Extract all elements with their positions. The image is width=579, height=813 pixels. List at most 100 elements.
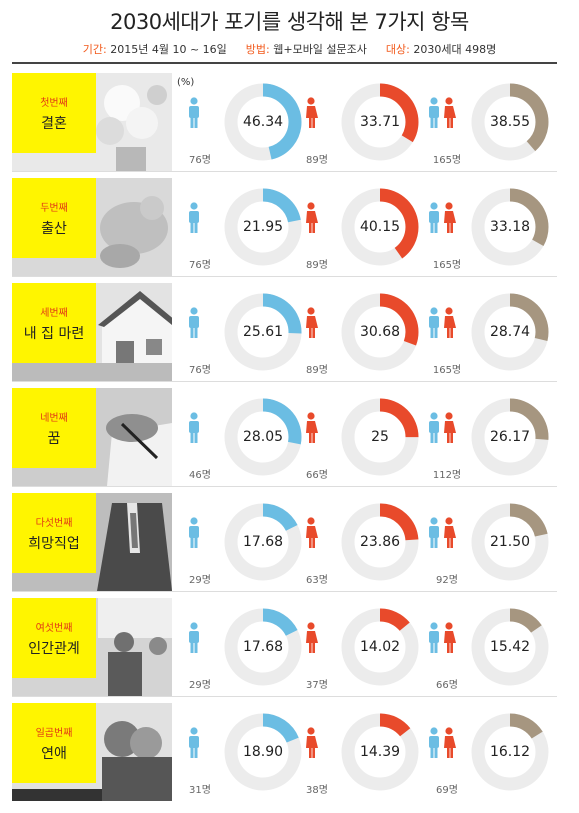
couple-icon bbox=[429, 517, 456, 548]
female-value: 23.86 bbox=[359, 534, 401, 550]
row-divider bbox=[12, 486, 557, 487]
female-person-icon bbox=[306, 412, 318, 443]
donut-chart bbox=[224, 398, 302, 476]
donut-chart bbox=[471, 398, 549, 476]
all-count: 165명 bbox=[432, 365, 462, 376]
all-value: 21.50 bbox=[489, 534, 531, 550]
category-tag: 여섯번째 인간관계 bbox=[12, 598, 96, 678]
target-label: 대상: bbox=[385, 43, 410, 56]
row-divider bbox=[12, 171, 557, 172]
all-count: 112명 bbox=[432, 470, 462, 481]
female-person-icon bbox=[306, 727, 318, 758]
category-tag: 두번째 출산 bbox=[12, 178, 96, 258]
all-icon-wrap bbox=[427, 622, 457, 658]
female-group: 38명 14.39 bbox=[295, 703, 421, 801]
donut-arc bbox=[341, 83, 419, 161]
period-label: 기간: bbox=[82, 43, 107, 56]
female-person-icon bbox=[306, 307, 318, 338]
female-icon-wrap bbox=[303, 307, 319, 343]
all-value: 26.17 bbox=[489, 429, 531, 445]
survey-info: 기간: 2015년 4월 10 ~ 16일 방법: 웹+모바일 설문조사 대상:… bbox=[0, 41, 579, 57]
male-icon-wrap bbox=[186, 307, 202, 343]
all-icon-wrap bbox=[427, 412, 457, 448]
donut-chart bbox=[224, 608, 302, 686]
all-value: 38.55 bbox=[489, 114, 531, 130]
all-icon-wrap bbox=[427, 97, 457, 133]
donut-chart bbox=[224, 83, 302, 161]
all-value: 16.12 bbox=[489, 744, 531, 760]
female-count: 66명 bbox=[306, 470, 328, 481]
male-group: 76명 25.61 bbox=[178, 283, 304, 381]
couple-icon bbox=[429, 307, 456, 338]
donut-arc bbox=[471, 608, 549, 686]
category-order: 두번째 bbox=[40, 202, 68, 214]
male-icon-wrap bbox=[186, 202, 202, 238]
category-name: 결혼 bbox=[41, 115, 67, 132]
female-count: 89명 bbox=[306, 155, 328, 166]
female-group: 89명 40.15 bbox=[295, 178, 421, 276]
all-count: 92명 bbox=[436, 575, 458, 586]
male-person-icon bbox=[189, 622, 199, 653]
chart-row: 네번째 꿈 46명 28.05 66명 25 112명 26.17 bbox=[12, 388, 557, 486]
male-icon-wrap bbox=[186, 517, 202, 553]
female-group: 89명 30.68 bbox=[295, 283, 421, 381]
category-order: 세번째 bbox=[40, 307, 68, 319]
male-person-icon bbox=[189, 202, 199, 233]
donut-chart bbox=[224, 188, 302, 266]
male-group: 76명 46.34 bbox=[178, 73, 304, 171]
category-order: 일곱번째 bbox=[35, 727, 73, 739]
donut-arc bbox=[224, 83, 302, 161]
method-value: 웹+모바일 설문조사 bbox=[273, 43, 367, 56]
donut-chart bbox=[341, 503, 419, 581]
all-icon-wrap bbox=[427, 202, 457, 238]
female-icon-wrap bbox=[303, 97, 319, 133]
female-value: 40.15 bbox=[359, 219, 401, 235]
donut-chart bbox=[224, 293, 302, 371]
category-order: 네번째 bbox=[40, 412, 68, 424]
period-value: 2015년 4월 10 ~ 16일 bbox=[110, 43, 227, 56]
female-count: 63명 bbox=[306, 575, 328, 586]
category-name: 희망직업 bbox=[28, 535, 80, 552]
chart-row: 두번째 출산 76명 21.95 89명 40.15 165명 33.18 bbox=[12, 178, 557, 276]
female-group: 63명 23.86 bbox=[295, 493, 421, 591]
couple-icon bbox=[429, 727, 456, 758]
male-value: 17.68 bbox=[242, 639, 284, 655]
male-group: 76명 21.95 bbox=[178, 178, 304, 276]
female-count: 37명 bbox=[306, 680, 328, 691]
donut-arc bbox=[224, 608, 302, 686]
donut-chart bbox=[471, 608, 549, 686]
female-person-icon bbox=[306, 517, 318, 548]
male-value: 18.90 bbox=[242, 744, 284, 760]
female-icon-wrap bbox=[303, 412, 319, 448]
category-order: 다섯번째 bbox=[35, 517, 73, 529]
unit-label: (%) bbox=[177, 77, 195, 88]
all-icon-wrap bbox=[427, 517, 457, 553]
all-group: 165명 38.55 bbox=[425, 73, 551, 171]
donut-chart bbox=[471, 83, 549, 161]
female-value: 14.39 bbox=[359, 744, 401, 760]
donut-arc bbox=[471, 293, 549, 371]
donut-arc bbox=[341, 713, 419, 791]
donut-chart bbox=[341, 608, 419, 686]
male-person-icon bbox=[189, 727, 199, 758]
female-icon-wrap bbox=[303, 727, 319, 763]
female-value: 25 bbox=[371, 429, 389, 445]
male-icon-wrap bbox=[186, 97, 202, 133]
donut-arc bbox=[471, 713, 549, 791]
male-value: 46.34 bbox=[242, 114, 284, 130]
male-person-icon bbox=[189, 307, 199, 338]
male-icon-wrap bbox=[186, 412, 202, 448]
chart-row: 다섯번째 희망직업 29명 17.68 63명 23.86 92명 21.50 bbox=[12, 493, 557, 591]
row-divider bbox=[12, 696, 557, 697]
row-divider bbox=[12, 276, 557, 277]
donut-chart bbox=[471, 188, 549, 266]
all-count: 69명 bbox=[436, 785, 458, 796]
donut-arc bbox=[341, 503, 419, 581]
chart-row: 세번째 내 집 마련 76명 25.61 89명 30.68 165명 28.74 bbox=[12, 283, 557, 381]
chart-row: 여섯번째 인간관계 29명 17.68 37명 14.02 66명 15.42 bbox=[12, 598, 557, 696]
male-count: 31명 bbox=[189, 785, 211, 796]
female-person-icon bbox=[306, 97, 318, 128]
female-value: 33.71 bbox=[359, 114, 401, 130]
category-name: 인간관계 bbox=[28, 640, 80, 657]
